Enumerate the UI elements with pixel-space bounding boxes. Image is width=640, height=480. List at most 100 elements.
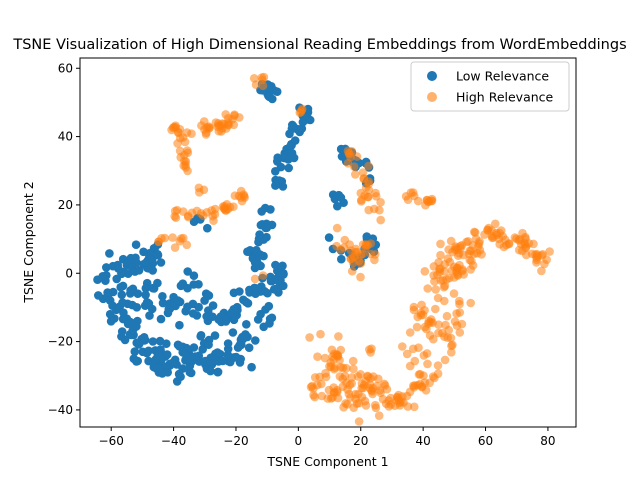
data-point: [147, 304, 157, 314]
data-point: [230, 110, 239, 119]
data-point: [349, 162, 359, 171]
data-point: [203, 223, 212, 233]
data-point: [139, 247, 148, 257]
data-point: [438, 328, 447, 338]
data-point: [119, 308, 128, 318]
data-point: [409, 305, 419, 315]
data-point: [298, 117, 308, 127]
data-point: [537, 266, 546, 276]
legend-label-low-relevance: Low Relevance: [456, 69, 549, 84]
data-point: [321, 372, 331, 382]
data-point: [208, 312, 217, 322]
data-point: [189, 343, 199, 352]
data-point: [190, 352, 200, 361]
data-point: [363, 372, 373, 382]
data-point: [273, 276, 283, 286]
data-point: [410, 402, 419, 412]
data-point: [208, 301, 218, 310]
data-point: [195, 188, 204, 197]
data-point: [467, 256, 476, 266]
data-point: [427, 196, 436, 206]
data-point: [221, 110, 230, 119]
data-point: [194, 302, 203, 312]
data-point: [344, 148, 354, 158]
data-point: [313, 352, 322, 362]
data-point: [158, 298, 168, 308]
data-point: [285, 129, 294, 139]
data-point: [408, 188, 418, 197]
data-point: [225, 357, 235, 367]
x-tick-label: 80: [540, 434, 555, 448]
data-point: [334, 332, 343, 341]
data-point: [410, 356, 420, 366]
data-point: [183, 302, 192, 312]
y-tick-label: 60: [58, 61, 73, 75]
data-point: [469, 249, 479, 258]
data-point: [305, 333, 314, 342]
data-point: [332, 223, 342, 233]
data-point: [357, 379, 367, 389]
data-point: [135, 339, 144, 349]
data-point: [356, 272, 365, 282]
data-point: [374, 374, 383, 384]
data-point: [356, 370, 365, 379]
data-point: [250, 263, 260, 273]
chart-title: TSNE Visualization of High Dimensional R…: [12, 37, 626, 53]
data-point: [359, 174, 369, 184]
data-point: [353, 247, 362, 257]
data-point: [153, 250, 163, 260]
data-point: [189, 271, 199, 281]
data-point: [175, 320, 184, 330]
data-point: [360, 396, 370, 406]
data-point: [158, 292, 167, 301]
data-point: [210, 331, 220, 340]
data-point: [431, 304, 440, 314]
data-point: [259, 322, 269, 332]
y-tick-label: −20: [48, 335, 73, 349]
data-point: [440, 281, 450, 291]
data-point: [348, 356, 358, 366]
data-point: [405, 328, 415, 337]
data-point: [185, 367, 195, 377]
data-point: [447, 341, 456, 351]
data-point: [116, 282, 125, 292]
data-point: [98, 272, 107, 281]
data-point: [515, 235, 525, 244]
data-point: [440, 355, 450, 365]
data-point: [451, 242, 460, 251]
data-point: [278, 261, 287, 271]
data-point: [128, 284, 138, 294]
data-point: [132, 303, 142, 312]
data-point: [423, 359, 432, 369]
data-point: [424, 319, 433, 328]
data-point: [361, 183, 371, 192]
data-point: [247, 362, 256, 372]
data-point: [118, 298, 127, 307]
data-point: [336, 345, 346, 355]
data-point: [412, 322, 422, 332]
data-point: [196, 332, 205, 341]
data-point: [466, 265, 476, 274]
data-point: [231, 352, 241, 362]
data-point: [242, 320, 251, 329]
data-point: [218, 356, 227, 366]
data-point: [470, 227, 479, 237]
data-point: [255, 250, 265, 259]
data-point: [457, 241, 467, 250]
data-point: [228, 328, 238, 337]
x-axis-ticks: −60 −40 −20 0 20 40 60 80: [99, 427, 556, 448]
data-point: [363, 192, 373, 202]
data-point: [338, 374, 348, 384]
data-point: [168, 233, 177, 242]
data-point: [178, 364, 187, 373]
data-point: [132, 357, 141, 366]
data-point: [442, 311, 452, 321]
data-point: [362, 232, 372, 241]
data-point: [105, 309, 115, 319]
data-point: [209, 216, 218, 225]
data-point: [243, 299, 253, 308]
data-point: [295, 108, 305, 117]
data-point: [380, 381, 390, 390]
data-point: [376, 198, 385, 207]
data-point: [94, 291, 103, 300]
